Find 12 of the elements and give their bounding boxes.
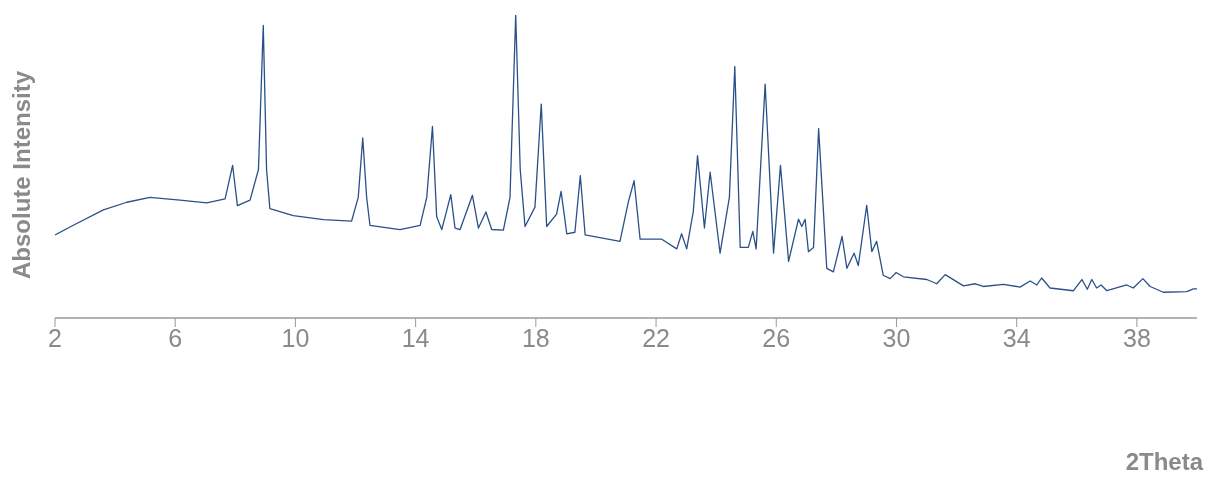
y-axis-title: Absolute Intensity <box>8 70 36 280</box>
x-tick-label: 2 <box>48 323 62 352</box>
x-tick-label: 22 <box>642 323 670 352</box>
x-tick-label: 10 <box>281 323 310 352</box>
x-axis-title: 2Theta <box>1125 448 1203 476</box>
x-tick-label: 34 <box>1002 323 1031 352</box>
x-tick-label: 14 <box>401 323 430 352</box>
x-tick-label: 26 <box>762 323 791 352</box>
x-tick-label: 38 <box>1122 323 1151 352</box>
x-tick-label: 6 <box>168 323 183 352</box>
x-tick-label: 18 <box>521 323 550 352</box>
x-tick-label: 30 <box>882 323 911 352</box>
